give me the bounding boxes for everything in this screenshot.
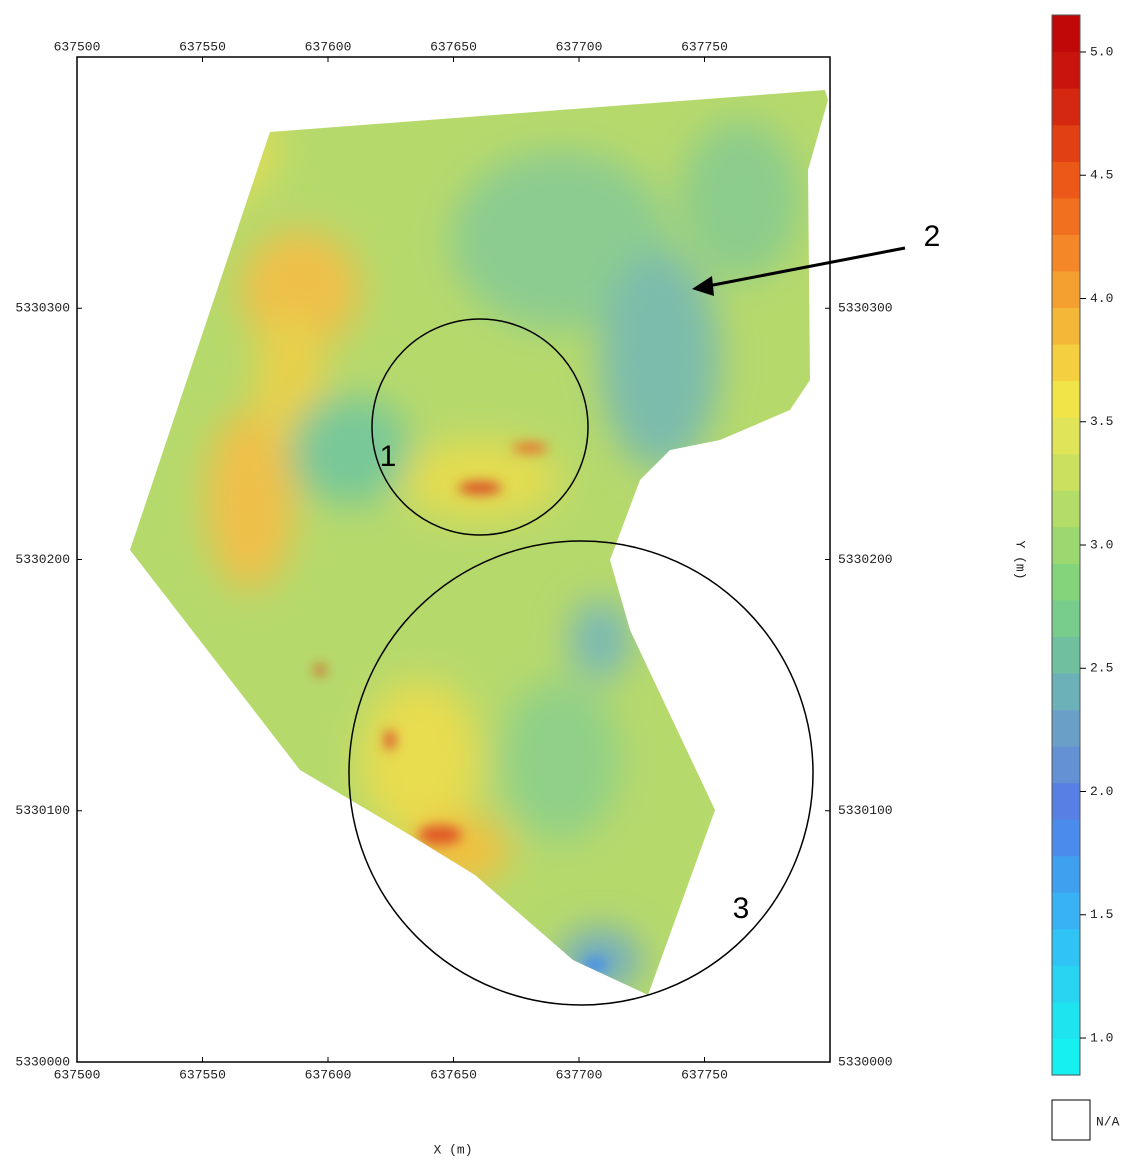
x-tick-label: 637650 xyxy=(430,39,477,54)
y-tick-label: 5330200 xyxy=(15,552,70,567)
colorbar-band xyxy=(1052,307,1080,345)
colorbar-band xyxy=(1052,526,1080,564)
colorbar-tick-label: 1.0 xyxy=(1090,1030,1113,1045)
colorbar-band xyxy=(1052,746,1080,784)
colorbar-band xyxy=(1052,270,1080,309)
colorbar-band xyxy=(1052,1038,1080,1076)
colorbar-band xyxy=(1052,782,1080,820)
na-swatch xyxy=(1051,1099,1091,1141)
annotations: 1 2 3 xyxy=(348,220,941,1006)
colorbar-band xyxy=(1052,234,1080,272)
na-label: N/A xyxy=(1096,1114,1120,1129)
colorbar-band xyxy=(1052,672,1080,711)
colorbar-band xyxy=(1052,380,1080,418)
y-tick-label: 5330200 xyxy=(838,552,893,567)
x-tick-label: 637550 xyxy=(179,39,226,54)
colorbar-band xyxy=(1052,965,1080,1003)
colorbar-band xyxy=(1052,928,1080,966)
colorbar-tick-label: 1.5 xyxy=(1090,907,1113,922)
x-tick-label: 637550 xyxy=(179,1067,226,1082)
annotation: 2 xyxy=(924,220,941,253)
colorbar-band xyxy=(1052,1001,1080,1040)
y-tick-label: 5330300 xyxy=(15,301,70,316)
colorbar-band xyxy=(1052,855,1080,893)
colorbar-band xyxy=(1052,636,1080,674)
y-tick-label: 5330000 xyxy=(15,1054,70,1069)
colorbar-band xyxy=(1052,343,1080,382)
colorbar-band xyxy=(1052,197,1080,235)
circle-1 xyxy=(371,318,589,536)
circle-3 xyxy=(348,540,814,1006)
x-tick-label: 637600 xyxy=(305,1067,352,1082)
colorbar-band xyxy=(1052,490,1080,528)
x-axis-label: X (m) xyxy=(433,1142,472,1157)
colorbar-band xyxy=(1052,161,1080,199)
x-tick-label: 637500 xyxy=(54,1067,101,1082)
x-tick-label: 637600 xyxy=(305,39,352,54)
colorbar-band xyxy=(1052,709,1080,747)
colorbar-band xyxy=(1052,51,1080,89)
x-tick-label: 637500 xyxy=(54,39,101,54)
colorbar-band xyxy=(1052,563,1080,601)
colorbar-tick-label: 4.5 xyxy=(1090,168,1113,183)
colorbar-band xyxy=(1052,88,1080,126)
colorbar-band xyxy=(1052,819,1080,857)
y-tick-label: 5330100 xyxy=(15,803,70,818)
annotation: 3 xyxy=(733,892,750,925)
colorbar-tick-label: 5.0 xyxy=(1090,44,1113,59)
colorbar-tick-label: 3.5 xyxy=(1090,414,1113,429)
x-tick-label: 637700 xyxy=(556,1067,603,1082)
colorbar-tick-label: 2.5 xyxy=(1090,661,1113,676)
y-tick-label: 5330300 xyxy=(838,301,893,316)
arrow-head xyxy=(692,276,714,296)
colorbar-band xyxy=(1052,599,1080,637)
colorbar-tick-label: 2.0 xyxy=(1090,784,1113,799)
x-tick-label: 637750 xyxy=(681,1067,728,1082)
colorbar-tick-label: 3.0 xyxy=(1090,537,1113,552)
colorbar-band xyxy=(1052,417,1080,455)
colorbar-band xyxy=(1052,892,1080,930)
y-tick-label: 5330100 xyxy=(838,803,893,818)
x-tick-label: 637650 xyxy=(430,1067,477,1082)
colorbar-band xyxy=(1052,124,1080,162)
x-tick-label: 637700 xyxy=(556,39,603,54)
colorbar-tick-label: 4.0 xyxy=(1090,291,1113,306)
colorbar-band xyxy=(1052,15,1080,53)
colorbar-label: Y (m) xyxy=(1013,540,1028,579)
survey-surface xyxy=(130,90,828,995)
colorbar-band xyxy=(1052,453,1080,491)
arrow xyxy=(707,246,906,288)
x-tick-label: 637750 xyxy=(681,39,728,54)
y-tick-label: 5330000 xyxy=(838,1054,893,1069)
annotation: 1 xyxy=(380,440,397,473)
